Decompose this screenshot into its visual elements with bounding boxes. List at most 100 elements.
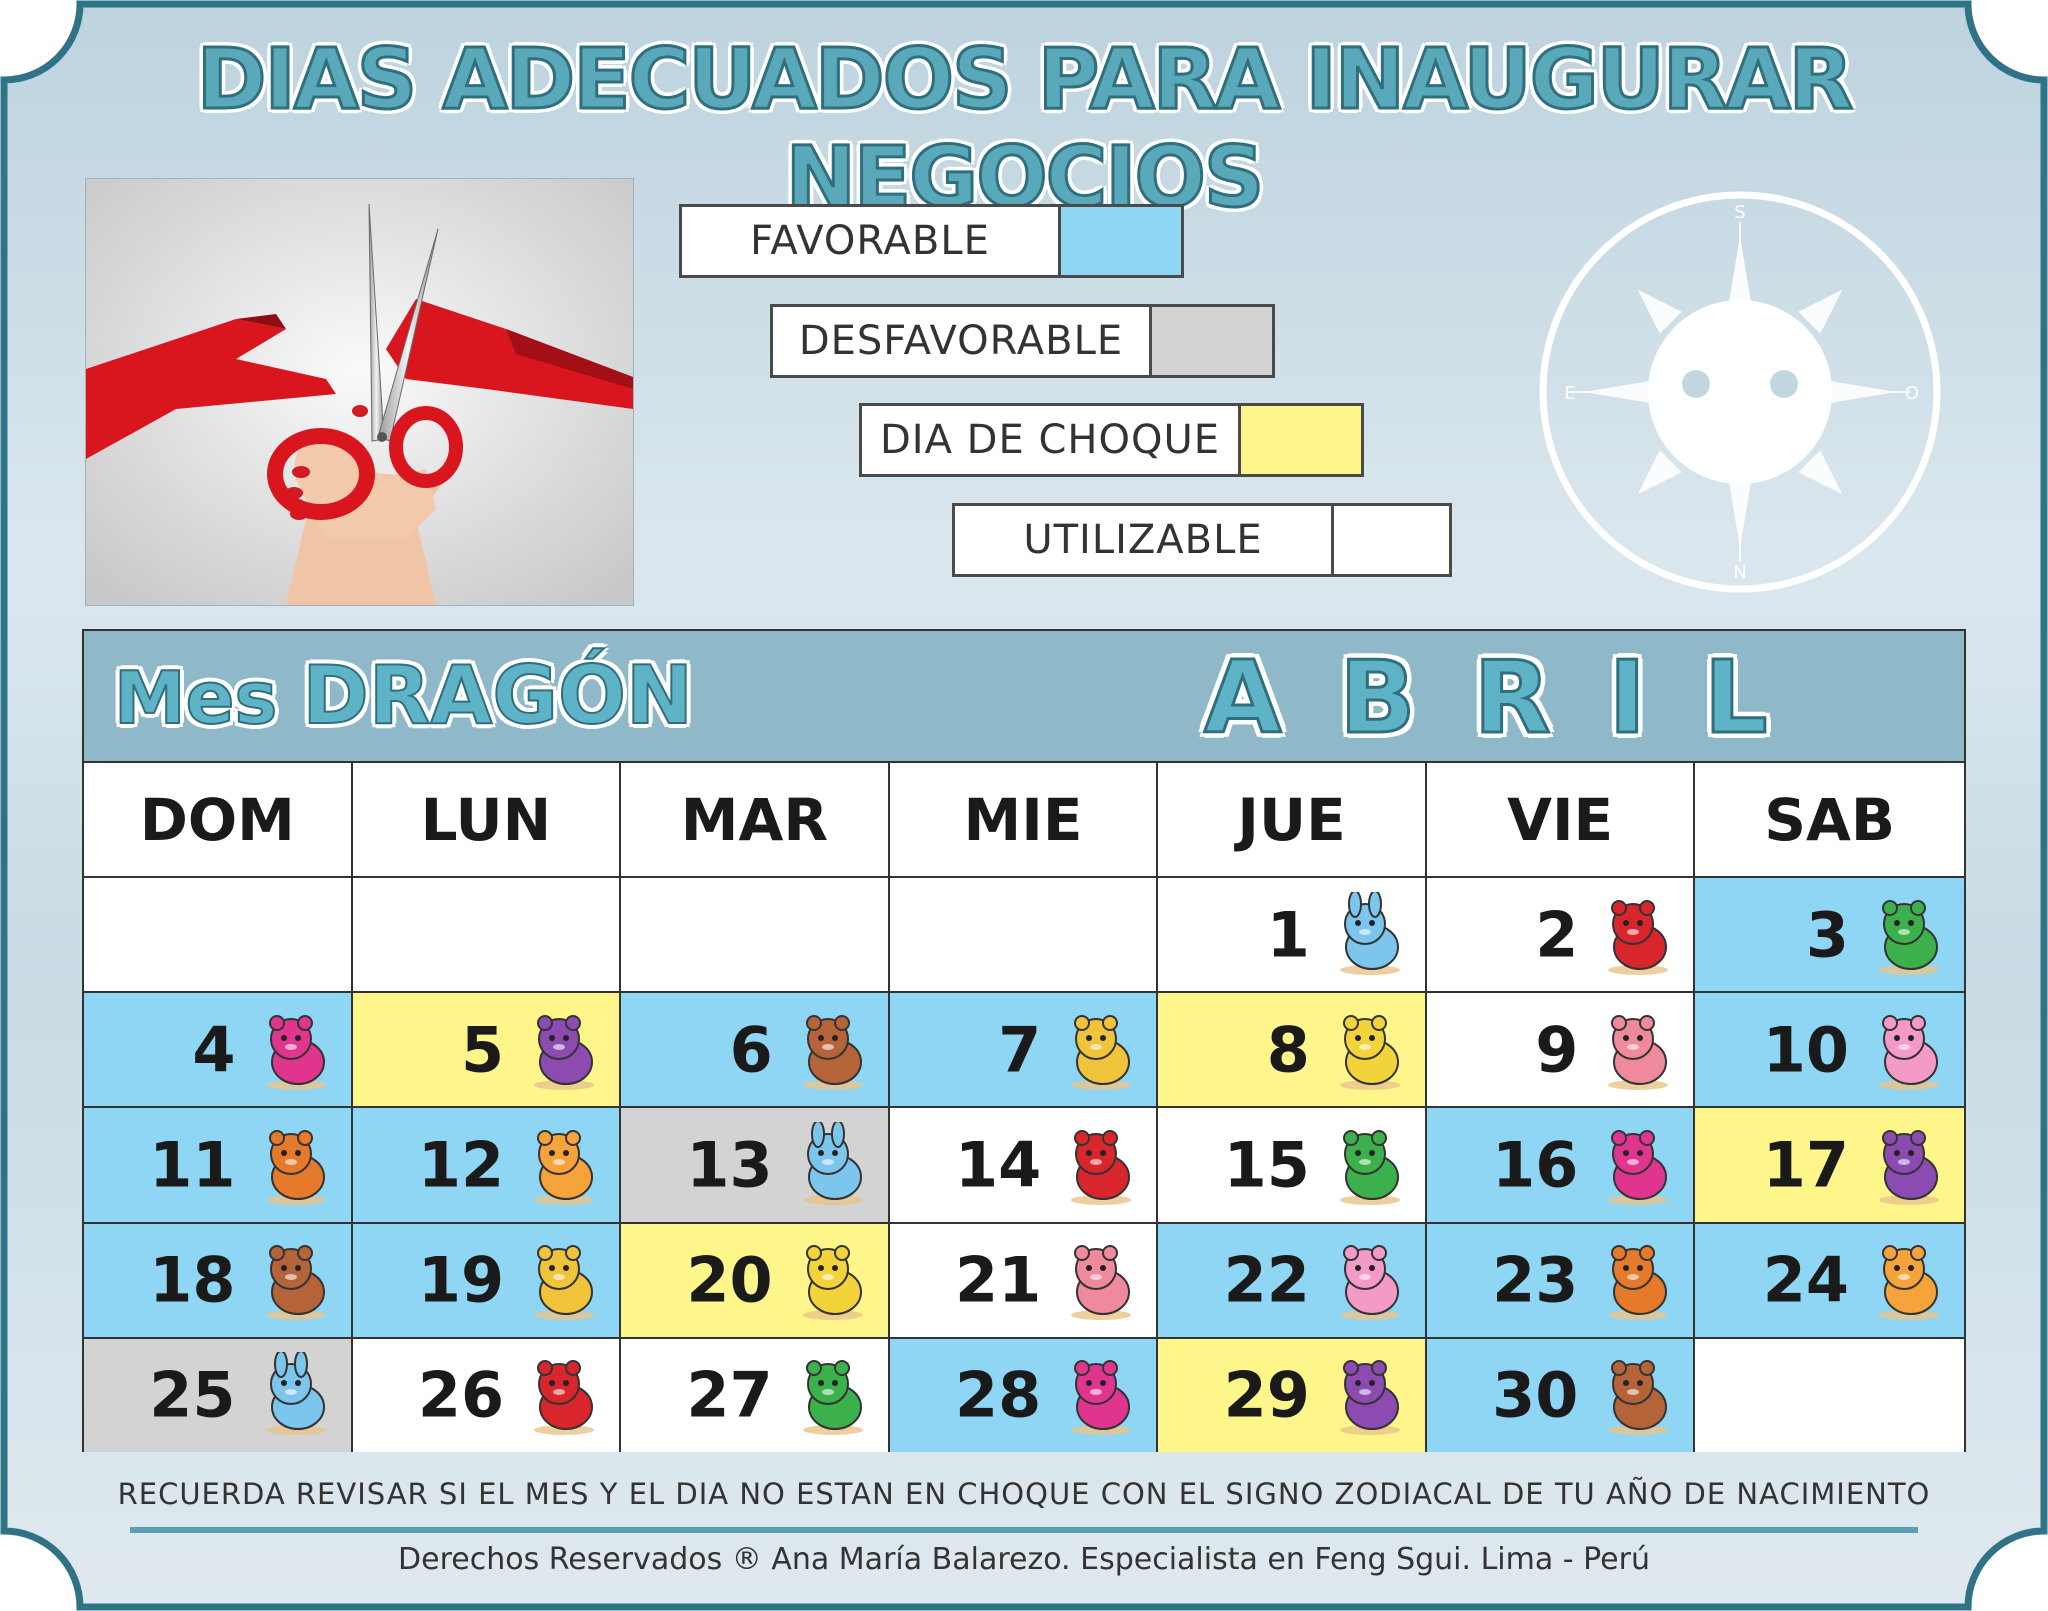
goat-icon <box>534 1014 595 1090</box>
ribbon-cutting-photo <box>85 178 634 606</box>
day-number: 14 <box>955 1128 1042 1202</box>
dog-icon <box>802 1245 863 1321</box>
dragon-icon <box>1071 1129 1132 1205</box>
monkey-icon <box>265 1245 326 1321</box>
calendar-header: Mes DRAGÓN ABRIL <box>84 631 1964 761</box>
calendar-empty-cell <box>352 876 622 992</box>
day-number: 16 <box>1492 1128 1579 1202</box>
pig-icon <box>1071 1245 1132 1321</box>
calendar-day-21: 21 <box>889 1221 1159 1337</box>
calendar-day-2: 2 <box>1426 876 1696 992</box>
day-number: 18 <box>149 1243 236 1317</box>
month-sign: Mes DRAGÓN <box>113 648 694 743</box>
compass-bottom-label: N <box>1733 562 1746 583</box>
day-number: 10 <box>1762 1013 1849 1087</box>
day-number: 17 <box>1762 1128 1849 1202</box>
calendar: Mes DRAGÓN ABRIL DOM LUN MAR MIE JUE VIE SAB 1 2… <box>82 629 1966 1452</box>
copyright: Derechos Reservados ® Ana María Balarezo… <box>398 1542 1650 1577</box>
day-number: 3 <box>1805 898 1849 972</box>
day-number: 2 <box>1535 898 1579 972</box>
legend-swatch-choque <box>1241 406 1361 474</box>
calendar-day-16: 16 <box>1426 1106 1696 1222</box>
day-number: 21 <box>955 1243 1042 1317</box>
divider <box>130 1527 1918 1533</box>
calendar-day-24: 24 <box>1695 1221 1964 1337</box>
calendar-day-6: 6 <box>621 991 890 1107</box>
calendar-day-15: 15 <box>1158 1106 1427 1222</box>
day-number: 29 <box>1223 1358 1310 1432</box>
calendar-empty-cell <box>84 876 353 992</box>
day-number: 28 <box>955 1358 1042 1432</box>
rabbit-icon <box>265 1352 326 1436</box>
horse-icon <box>1071 1360 1132 1436</box>
compass-left-label: E <box>1564 383 1575 404</box>
ox-icon <box>265 1129 326 1205</box>
dragon-icon <box>1608 899 1669 975</box>
day-number: 4 <box>192 1013 236 1087</box>
weekday-header: MIE <box>889 761 1159 876</box>
goat-icon <box>1879 1129 1939 1205</box>
weekday-header: VIE <box>1426 761 1696 876</box>
calendar-day-13: 13 <box>621 1106 890 1222</box>
goat-icon <box>1339 1360 1400 1436</box>
weekday-header: SAB <box>1695 761 1964 876</box>
day-number: 9 <box>1535 1013 1579 1087</box>
snake-icon <box>802 1360 863 1436</box>
month-sign-prefix: Mes <box>113 655 278 741</box>
day-number: 30 <box>1492 1358 1579 1432</box>
calendar-day-5: 5 <box>352 991 622 1107</box>
calendar-day-18: 18 <box>84 1221 353 1337</box>
weekday-header: JUE <box>1158 761 1427 876</box>
calendar-day-20: 20 <box>621 1221 890 1337</box>
day-number: 20 <box>686 1243 773 1317</box>
calendar-day-28: 28 <box>889 1336 1159 1452</box>
ox-icon <box>1608 1245 1669 1321</box>
day-number: 1 <box>1266 898 1310 972</box>
snake-icon <box>1339 1129 1400 1205</box>
horse-icon <box>265 1014 326 1090</box>
calendar-day-4: 4 <box>84 991 353 1107</box>
legend-utilizable: UTILIZABLE <box>952 503 1452 577</box>
calendar-day-30: 30 <box>1426 1336 1696 1452</box>
day-number: 19 <box>417 1243 505 1317</box>
calendar-day-9: 9 <box>1426 991 1696 1107</box>
calendar-day-23: 23 <box>1426 1221 1696 1337</box>
reminder-note: RECUERDA REVISAR SI EL MES Y EL DIA NO E… <box>117 1477 1931 1511</box>
calendar-day-19: 19 <box>352 1221 622 1337</box>
day-number: 8 <box>1266 1013 1310 1087</box>
rooster-icon <box>534 1245 595 1321</box>
legend-swatch-desfavorable <box>1152 307 1272 375</box>
day-number: 24 <box>1762 1243 1849 1317</box>
day-number: 25 <box>149 1358 236 1432</box>
calendar-day-27: 27 <box>621 1336 890 1452</box>
weekday-header: LUN <box>352 761 622 876</box>
day-number: 7 <box>998 1013 1042 1087</box>
month-sign-name: DRAGÓN <box>301 648 694 743</box>
compass-top-label: S <box>1734 202 1745 223</box>
legend-favorable: FAVORABLE <box>679 204 1184 278</box>
legend-label-favorable: FAVORABLE <box>682 207 1061 275</box>
legend-label-choque: DIA DE CHOQUE <box>862 406 1241 474</box>
day-number: 15 <box>1223 1128 1310 1202</box>
legend-choque: DIA DE CHOQUE <box>859 403 1364 477</box>
calendar-day-8: 8 <box>1158 991 1427 1107</box>
day-number: 27 <box>686 1358 773 1432</box>
rat-icon <box>1879 1014 1939 1090</box>
day-number: 23 <box>1492 1243 1579 1317</box>
rabbit-icon <box>1339 891 1400 975</box>
calendar-day-29: 29 <box>1158 1336 1427 1452</box>
yin-yang-compass-icon: S N E O <box>1539 191 1941 593</box>
calendar-day-10: 10 <box>1695 991 1964 1107</box>
day-number: 26 <box>417 1358 505 1432</box>
calendar-day-1: 1 <box>1158 876 1427 992</box>
pig-icon <box>1608 1014 1669 1090</box>
calendar-day-7: 7 <box>889 991 1159 1107</box>
calendar-day-25: 25 <box>84 1336 353 1452</box>
rat-icon <box>1339 1245 1400 1321</box>
dog-icon <box>1339 1014 1400 1090</box>
legend-swatch-favorable <box>1061 207 1181 275</box>
calendar-day-22: 22 <box>1158 1221 1427 1337</box>
snake-icon <box>1879 899 1939 975</box>
calendar-day-12: 12 <box>352 1106 622 1222</box>
weekday-header: MAR <box>621 761 890 876</box>
